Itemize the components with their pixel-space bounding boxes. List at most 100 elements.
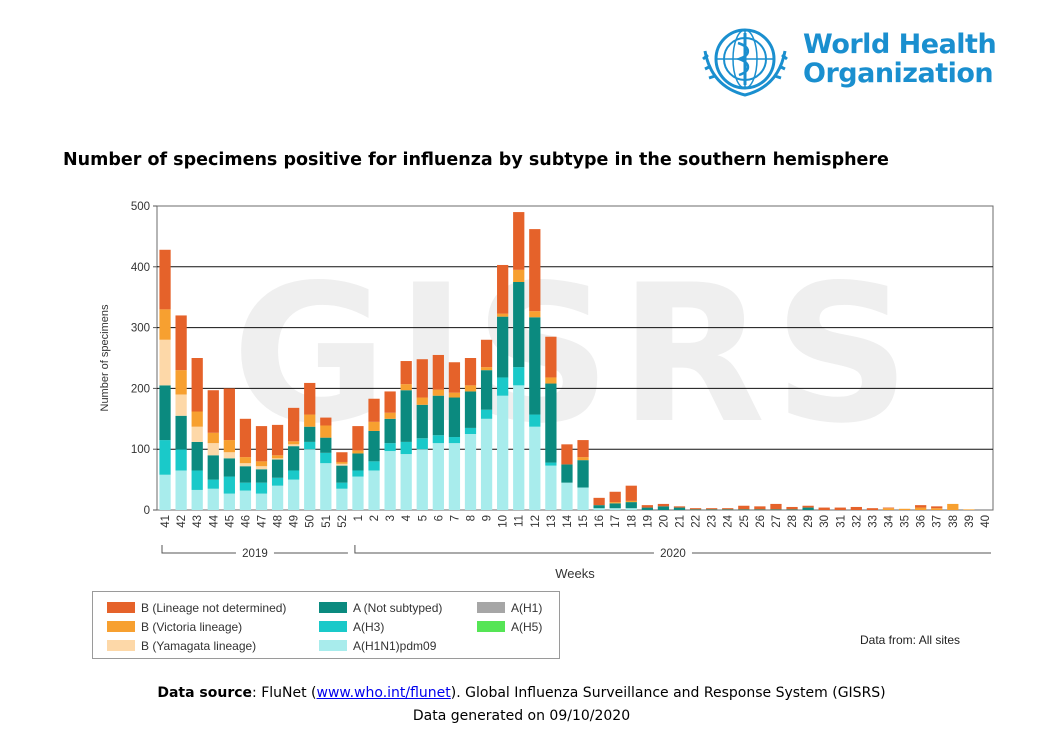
legend-swatch-b-victoria	[107, 621, 135, 632]
bar-segment	[255, 426, 268, 462]
bar-segment	[593, 505, 605, 509]
bar-segment	[239, 457, 252, 464]
bar-segment	[850, 506, 862, 510]
x-tick-label: 8	[466, 515, 478, 521]
bar-segment	[963, 509, 975, 510]
year-label-bg	[235, 545, 274, 561]
bar-segment	[239, 490, 252, 510]
bar-segment	[706, 508, 718, 510]
flunet-link[interactable]: www.who.int/flunet	[316, 685, 451, 701]
bar-segment	[191, 358, 203, 412]
bar-segment	[641, 507, 653, 510]
bar-segment	[352, 450, 364, 454]
watermark-text: GISRS	[232, 244, 919, 465]
y-tick-label: 200	[131, 383, 150, 395]
y-axis-label: Number of specimens	[99, 304, 111, 411]
bar-segment	[866, 508, 879, 510]
bar-segment	[384, 391, 396, 413]
bar-segment	[545, 377, 557, 384]
bar-segment	[480, 409, 493, 419]
bar-segment	[497, 316, 509, 378]
bar-segment	[561, 444, 573, 465]
bar-segment	[577, 440, 589, 458]
bar-segment	[513, 367, 525, 386]
bar-segment	[271, 459, 284, 478]
bar-segment	[657, 506, 670, 510]
bar-segment	[657, 503, 670, 507]
legend-label-a-h5: A(H5)	[511, 620, 543, 634]
x-tick-label: 36	[916, 515, 928, 528]
bar-segment	[223, 452, 235, 459]
bar-segment	[513, 385, 525, 510]
x-tick-label: 18	[626, 515, 638, 528]
y-tick-label: 100	[131, 444, 150, 456]
bar-segment	[159, 385, 171, 441]
x-tick-label: 14	[562, 514, 574, 527]
x-tick-label: 31	[835, 515, 847, 528]
x-tick-label: 25	[739, 515, 751, 528]
bar-segment	[191, 441, 203, 471]
x-tick-label: 33	[867, 515, 879, 528]
bar-segment	[368, 430, 380, 462]
y-tick-label: 0	[144, 505, 150, 517]
bar-segment	[255, 461, 268, 467]
x-tick-label: 7	[449, 515, 461, 521]
bar-segment	[255, 482, 268, 494]
bar-segment	[561, 482, 573, 510]
bar-segment	[915, 507, 927, 510]
who-wordmark-line2: Organization	[803, 58, 994, 89]
bar-segment	[738, 505, 750, 510]
bar-segment	[239, 418, 252, 458]
bar-segment	[239, 466, 252, 483]
bar-segment	[609, 503, 621, 509]
legend-label-b-lineage-not-determined: B (Lineage not determined)	[141, 601, 287, 615]
bar-segment	[288, 479, 300, 510]
bar-segment	[641, 505, 653, 508]
bar-segment	[159, 440, 171, 475]
bar-segment	[175, 394, 187, 416]
bar-segment	[416, 404, 428, 439]
bar-segment	[722, 509, 734, 510]
x-tick-label: 6	[433, 515, 445, 521]
bar-segment	[191, 411, 203, 427]
bar-segment	[352, 470, 364, 477]
who-wordmark-line1: World Health	[803, 29, 997, 60]
bar-segment	[480, 370, 493, 410]
x-tick-label: 17	[610, 515, 622, 528]
x-tick-label: 39	[964, 515, 976, 528]
x-tick-label: 40	[980, 515, 992, 528]
bar-segment	[609, 508, 621, 510]
bar-segment	[448, 397, 461, 438]
bar-segment	[625, 502, 637, 509]
bar-segment	[416, 397, 428, 405]
bar-segment	[722, 508, 734, 510]
x-tick-label: 5	[417, 515, 429, 521]
x-tick-label: 13	[546, 515, 558, 528]
legend-swatch-b-lineage-not-determined	[107, 602, 135, 613]
x-tick-label: 44	[208, 514, 220, 527]
chart-title: Number of specimens positive for influen…	[63, 150, 889, 170]
bar-segment	[545, 462, 557, 466]
bar-segment	[384, 451, 396, 510]
x-tick-label: 41	[160, 515, 172, 528]
legend-swatch-a-not-subtyped	[319, 602, 347, 613]
bar-segment	[947, 503, 959, 510]
bar-segment	[931, 508, 943, 510]
bar-segment	[320, 452, 332, 464]
x-tick-label: 1	[353, 515, 365, 521]
bar-segment	[207, 455, 219, 480]
bar-segment	[529, 229, 541, 312]
bar-segment	[271, 455, 284, 459]
bar-segment	[368, 398, 380, 422]
bar-segment	[529, 311, 541, 318]
bar-segment	[545, 336, 557, 378]
bar-segment	[689, 509, 702, 510]
x-tick-label: 29	[803, 515, 815, 528]
bar-segment	[304, 414, 316, 427]
bar-segment	[304, 426, 316, 442]
bar-segment	[336, 452, 348, 462]
bar-segment	[159, 249, 171, 310]
bar-segment	[288, 407, 300, 442]
bar-segment	[673, 507, 686, 510]
